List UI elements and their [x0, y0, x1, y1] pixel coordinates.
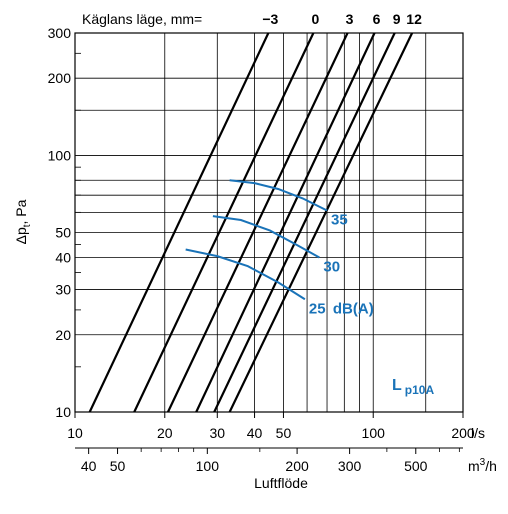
x2-tick-label: 100: [196, 458, 220, 474]
series-lines: [88, 32, 414, 413]
x-axis-title: Luftflöde: [254, 475, 308, 491]
series-line: [228, 32, 414, 413]
x-tick-label: 200: [451, 425, 475, 441]
y-tick-label: 50: [55, 225, 71, 241]
y-tick-label: 40: [55, 250, 71, 266]
y-tick-label: 20: [55, 327, 71, 343]
sound-level-curves: [185, 179, 328, 301]
sound-curve-label: 30: [323, 259, 340, 276]
y-tick-label: 200: [48, 70, 72, 86]
sound-curve-label: 35: [331, 211, 348, 228]
series-label: 9: [393, 11, 401, 27]
x-tick-label: 30: [210, 425, 226, 441]
series-label: 12: [406, 11, 422, 27]
x2-tick-label: 40: [81, 458, 97, 474]
series-label: −3: [262, 11, 278, 27]
series-line: [166, 32, 349, 413]
y-tick-label: 30: [55, 282, 71, 298]
sound-curve: [212, 215, 320, 259]
series-label: 3: [346, 11, 354, 27]
series-line: [133, 32, 315, 413]
x-tick-label: 20: [157, 425, 173, 441]
x-tick-label: 50: [276, 425, 292, 441]
y-tick-label: 100: [48, 147, 72, 163]
x2-tick-label: 200: [285, 458, 309, 474]
y-tick-label: 300: [48, 25, 72, 41]
x2-unit-label: m3/h: [468, 457, 497, 474]
y-tick-label: 10: [55, 404, 71, 420]
y-axis-title: Δpt, Pa: [13, 199, 33, 244]
x2-tick-label: 500: [404, 458, 428, 474]
sound-curve: [229, 179, 328, 212]
series-label: 0: [311, 11, 319, 27]
sound-curve: [185, 248, 306, 301]
series-line: [213, 32, 396, 413]
x-tick-label: 100: [362, 425, 386, 441]
x-tick-label: 40: [247, 425, 263, 441]
plot-frame: [74, 32, 464, 413]
sound-curve-label: 25: [309, 300, 326, 317]
x2-tick-label: 300: [338, 458, 362, 474]
axes: [74, 32, 464, 454]
x2-tick-label: 50: [110, 458, 126, 474]
dba-unit-label: dB(A): [333, 300, 374, 317]
series-line: [195, 32, 376, 413]
x-unit-label: l/s: [471, 425, 485, 441]
series-line: [88, 32, 270, 413]
cone-position-label: Käglans läge, mm=: [82, 11, 202, 27]
grid: [75, 33, 463, 412]
x-tick-label: 10: [67, 425, 83, 441]
series-label: 6: [373, 11, 381, 27]
